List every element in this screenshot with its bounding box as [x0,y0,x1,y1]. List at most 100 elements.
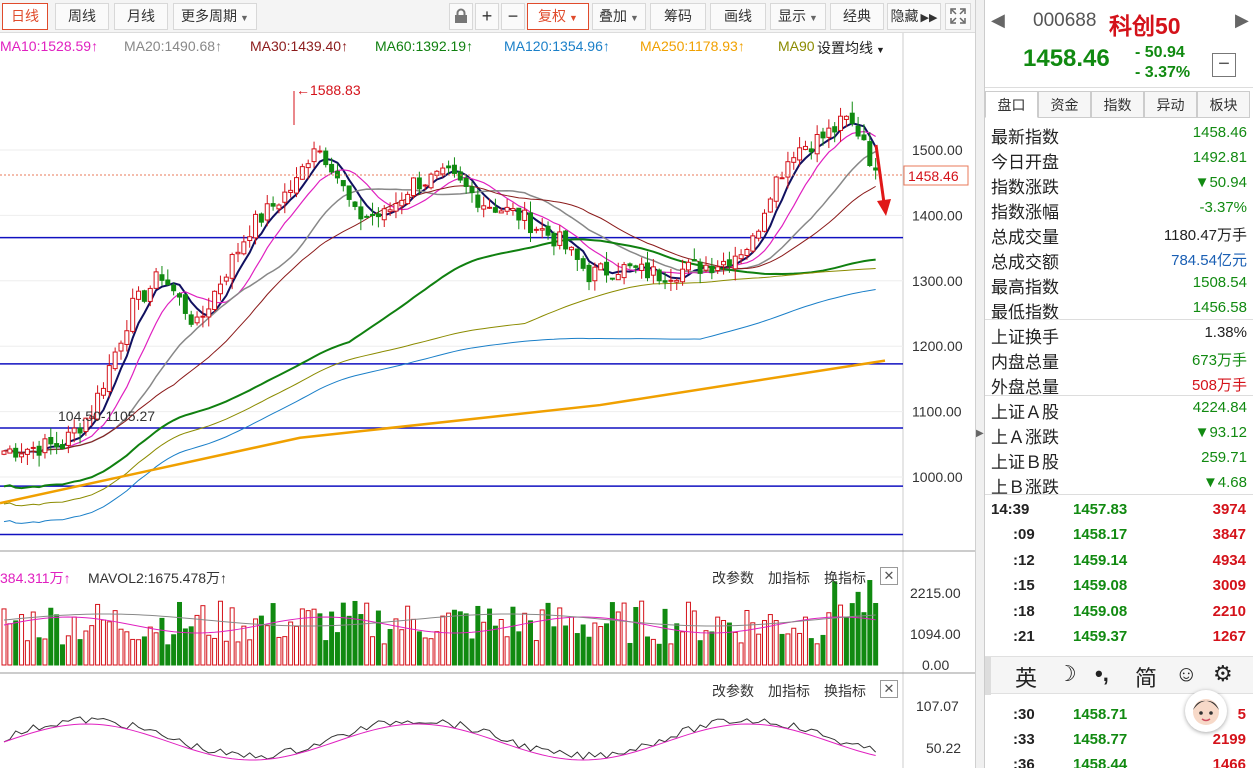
price-tick-label: 1300.00 [912,273,963,289]
gear-icon[interactable]: ⚙ [1213,661,1233,686]
tab-sector[interactable]: 板块 [1197,91,1250,118]
red-arrow-head [877,199,891,216]
quote-stat-row: 上证Ａ股 4224.84 [991,396,1247,422]
quote-stat-label: 指数涨跌 [991,178,1059,197]
classic-button[interactable]: 经典 [830,3,884,30]
volume-bar [153,632,159,666]
ind-axis-top: 107.07 [916,698,959,714]
volume-bar [557,607,563,666]
chips-button[interactable]: 筹码 [650,3,706,30]
candle-body [691,259,697,262]
zoom-out-button[interactable]: − [501,3,525,30]
zoom-in-button[interactable]: + [475,3,499,30]
draw-line-button[interactable]: 画线 [710,3,766,30]
candle-body [574,248,580,260]
volume-bar [469,638,475,666]
quote-stat-row: 上证Ｂ股 259.71 [991,446,1247,472]
ind-close-button[interactable]: ✕ [880,680,898,698]
quote-stat-label: 上证换手 [991,328,1059,347]
divider [985,319,1253,320]
vol-edit-params-button[interactable]: 改参数 [712,570,754,586]
ime-handle[interactable] [985,657,991,695]
ind-add-indicator-button[interactable]: 加指标 [768,683,810,699]
collapse-arrow-icon[interactable]: ▶ [976,428,984,439]
candle-body [323,150,329,166]
vol-close-button[interactable]: ✕ [880,567,898,585]
hide-button[interactable]: 隐藏 ▶▶ [887,3,941,30]
ma-settings-label: 设置均线 [817,40,873,56]
volume-bar [779,633,785,666]
quote-stat-row: 外盘总量 508万手 [991,371,1247,397]
tab-daily[interactable]: 日线 [2,3,48,30]
tab-index[interactable]: 指数 [1091,91,1144,118]
volume-bar [194,614,200,666]
quote-stat-row: 上Ｂ涨跌 ▼4.68 [991,471,1247,497]
volume-bar [639,600,645,666]
tab-movement[interactable]: 异动 [1144,91,1197,118]
panel-splitter[interactable] [975,0,984,768]
candle-body [317,150,323,153]
lock-button[interactable] [449,3,473,30]
volume-bar [615,611,621,666]
ime-english-toggle[interactable]: 英 [1015,666,1038,691]
tab-orderbook[interactable]: 盘口 [985,91,1038,118]
fullscreen-button[interactable] [945,3,971,30]
next-stock-icon[interactable]: ▶ [1235,10,1249,30]
vol-axis-mid: 1094.00 [910,626,961,642]
volume-bar [843,616,849,666]
quote-stat-value: 1.38% [1204,324,1247,341]
vol-add-indicator-button[interactable]: 加指标 [768,570,810,586]
volume-bar [516,631,522,666]
volume-bar [334,632,340,666]
ind-edit-params-button[interactable]: 改参数 [712,683,754,699]
avatar[interactable] [1185,690,1227,732]
candle-body [393,203,399,212]
display-dropdown[interactable]: 显示 ▼ [770,3,826,30]
candle-body [709,265,715,274]
volume-bar [721,619,727,666]
ma-settings-dropdown[interactable]: 设置均线 ▼ [815,38,887,58]
tab-weekly[interactable]: 周线 [55,3,109,30]
kline-chart[interactable]: 1500.00 1400.00 1300.00 1200.00 1100.00 1000.… [0,33,975,768]
stock-change: - 50.94 [1135,44,1185,61]
quote-stat-value: -3.37% [1199,199,1247,216]
candle-body [586,264,592,283]
volume-bar [171,634,177,666]
volume-bar [528,620,533,666]
ma120-legend: MA120:1354.96↑ [504,38,610,54]
divider [985,494,1253,495]
double-chevron-right-icon: ▶▶ [920,12,938,24]
volume-bar [428,638,434,666]
tab-monthly[interactable]: 月线 [114,3,168,30]
candle-body [744,248,750,256]
emoji-icon[interactable]: ☺ [1175,661,1198,686]
volume-bars [1,580,879,666]
volume-bar [130,638,136,666]
vol-switch-indicator-button[interactable]: 换指标 [824,570,866,586]
volume-bar [750,622,756,666]
candle-body [24,448,30,455]
moon-icon[interactable]: ☽ [1057,661,1077,686]
punctuation-icon[interactable]: •, [1095,661,1109,686]
candle-body [791,157,797,163]
candle-body [504,206,510,212]
more-periods-dropdown[interactable]: 更多周期 ▼ [173,3,257,30]
ime-simplified-toggle[interactable]: 简 [1135,666,1158,691]
adjust-price-dropdown[interactable]: 复权 ▼ [527,3,589,30]
volume-bar [563,625,569,666]
candle-body [416,177,422,190]
quote-stat-label: 最新指数 [991,128,1059,147]
candle-body [264,203,270,221]
candle-body [446,165,452,169]
volume-bar [229,607,235,666]
minimize-button[interactable]: − [1212,53,1236,77]
ind-switch-indicator-button[interactable]: 换指标 [824,683,866,699]
candle-body [177,293,182,298]
quote-stat-value: 673万手 [1191,352,1247,369]
candle-body [118,342,124,352]
overlay-dropdown[interactable]: 叠加 ▼ [592,3,646,30]
prev-stock-icon[interactable]: ◀ [991,10,1005,30]
tab-funds[interactable]: 资金 [1038,91,1091,118]
stock-price: 1458.46 [1023,45,1110,72]
volume-bar [481,621,487,666]
